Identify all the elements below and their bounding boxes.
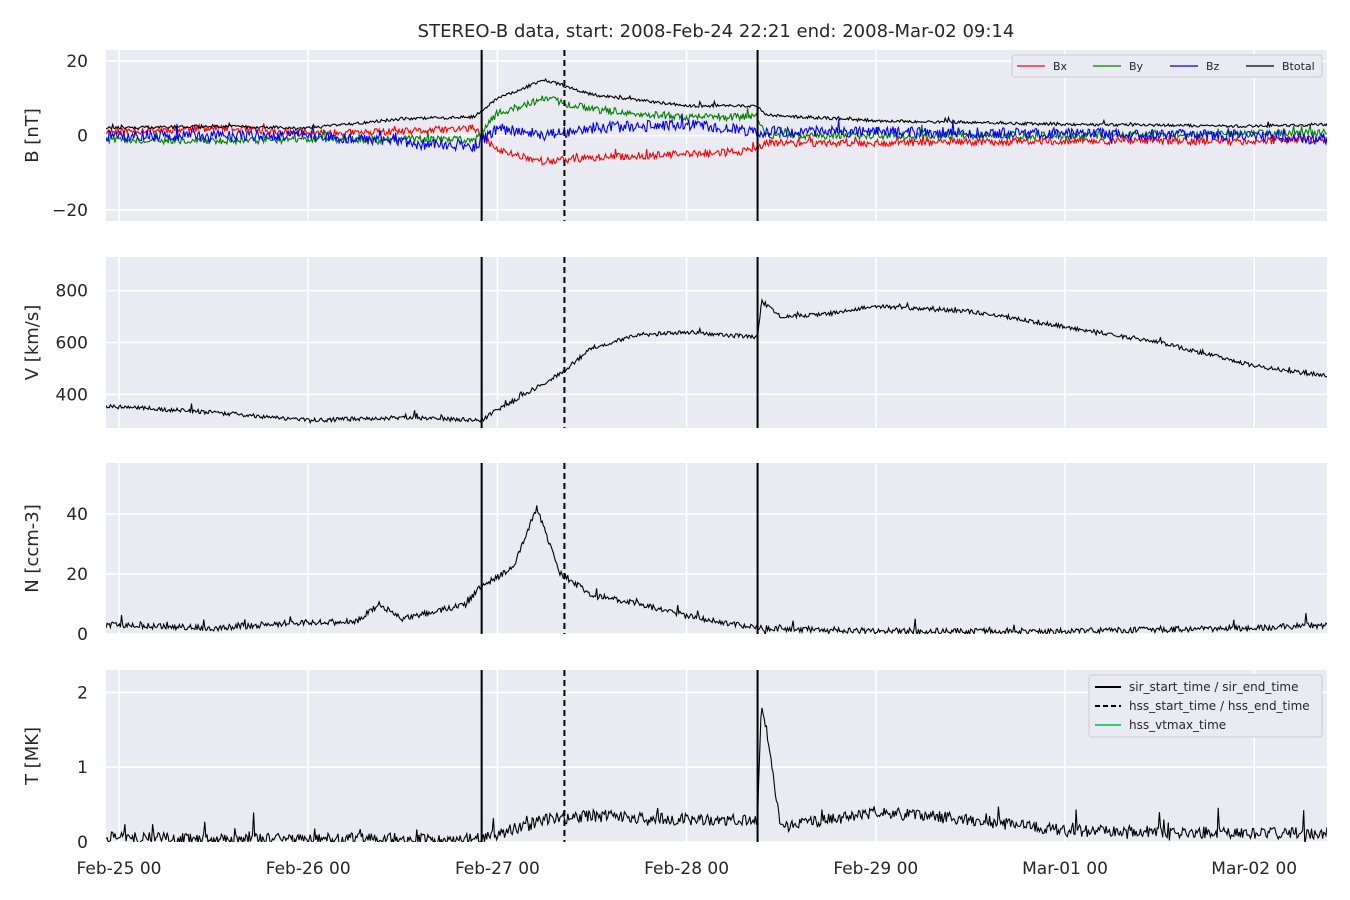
y-axis-label: B [nT] xyxy=(22,108,43,163)
x-tick-label: Feb-28 00 xyxy=(644,859,729,879)
series-line-btotal xyxy=(106,77,1327,132)
panel-2: 400 600 800 V [km/s] xyxy=(22,257,1327,428)
y-tick-label: 600 xyxy=(56,334,88,354)
legend-label-btotal: Btotal xyxy=(1282,60,1315,73)
series-group xyxy=(106,505,1327,634)
y-axis-label: N [ccm-3] xyxy=(22,504,43,593)
y-tick-label: 0 xyxy=(77,127,88,147)
x-tick-label: Mar-01 00 xyxy=(1022,859,1108,879)
series-line-v xyxy=(106,297,1327,425)
x-tick-label: Feb-26 00 xyxy=(266,859,351,879)
series-line-by xyxy=(106,95,1327,146)
series-line-bx xyxy=(106,122,1327,166)
sir-legend-label: sir_start_time / sir_end_time xyxy=(1129,680,1299,694)
chart-title: STEREO-B data, start: 2008-Feb-24 22:21 … xyxy=(418,21,1015,42)
series-group xyxy=(106,297,1327,425)
y-tick-label: 0 xyxy=(77,625,88,645)
y-axis-label: T [MK] xyxy=(22,727,43,786)
x-tick-label: Mar-02 00 xyxy=(1211,859,1297,879)
x-tick-label: Feb-29 00 xyxy=(833,859,918,879)
panel-3: 0 20 40 N [ccm-3] xyxy=(22,463,1327,645)
legend-label-by: By xyxy=(1129,60,1144,73)
y-tick-label: 1 xyxy=(77,758,88,778)
legend-label-bx: Bx xyxy=(1053,60,1068,73)
series-line-n xyxy=(106,505,1327,634)
y-axis-label: V [km/s] xyxy=(22,305,43,380)
vtmax-legend-label: hss_vtmax_time xyxy=(1129,718,1226,732)
y-tick-label: 0 xyxy=(77,833,88,853)
series-line-bz xyxy=(106,113,1327,153)
series-group xyxy=(106,77,1327,166)
y-tick-label: 40 xyxy=(66,505,88,525)
series-group xyxy=(106,707,1327,842)
x-tick-label: Feb-25 00 xyxy=(77,859,162,879)
legend-label-bz: Bz xyxy=(1206,60,1220,73)
x-tick-labels: Feb-25 00 Feb-26 00 Feb-27 00 Feb-28 00 Feb-… xyxy=(77,859,1298,879)
y-tick-label: 20 xyxy=(66,52,88,72)
x-tick-label: Feb-27 00 xyxy=(455,859,540,879)
series-line-t xyxy=(106,707,1327,842)
y-tick-label: 400 xyxy=(56,385,88,405)
panel-1: −20 0 20 B [nT] Bx By Bz Btotal xyxy=(22,50,1327,221)
y-tick-label: 800 xyxy=(56,282,88,302)
panel-4: 0 1 2 T [MK] sir_start_time / sir_end_timehs… xyxy=(22,670,1327,853)
event-legend: sir_start_time / sir_end_time hss_start_t… xyxy=(1088,674,1323,738)
magnetic-field-legend: Bx By Bz Btotal xyxy=(1011,54,1323,78)
hss-legend-label: hss_start_time / hss_end_time xyxy=(1129,699,1310,713)
y-tick-label: 2 xyxy=(77,683,88,703)
y-tick-label: 20 xyxy=(66,565,88,585)
y-tick-label: −20 xyxy=(52,201,88,221)
plot-background xyxy=(106,463,1327,634)
